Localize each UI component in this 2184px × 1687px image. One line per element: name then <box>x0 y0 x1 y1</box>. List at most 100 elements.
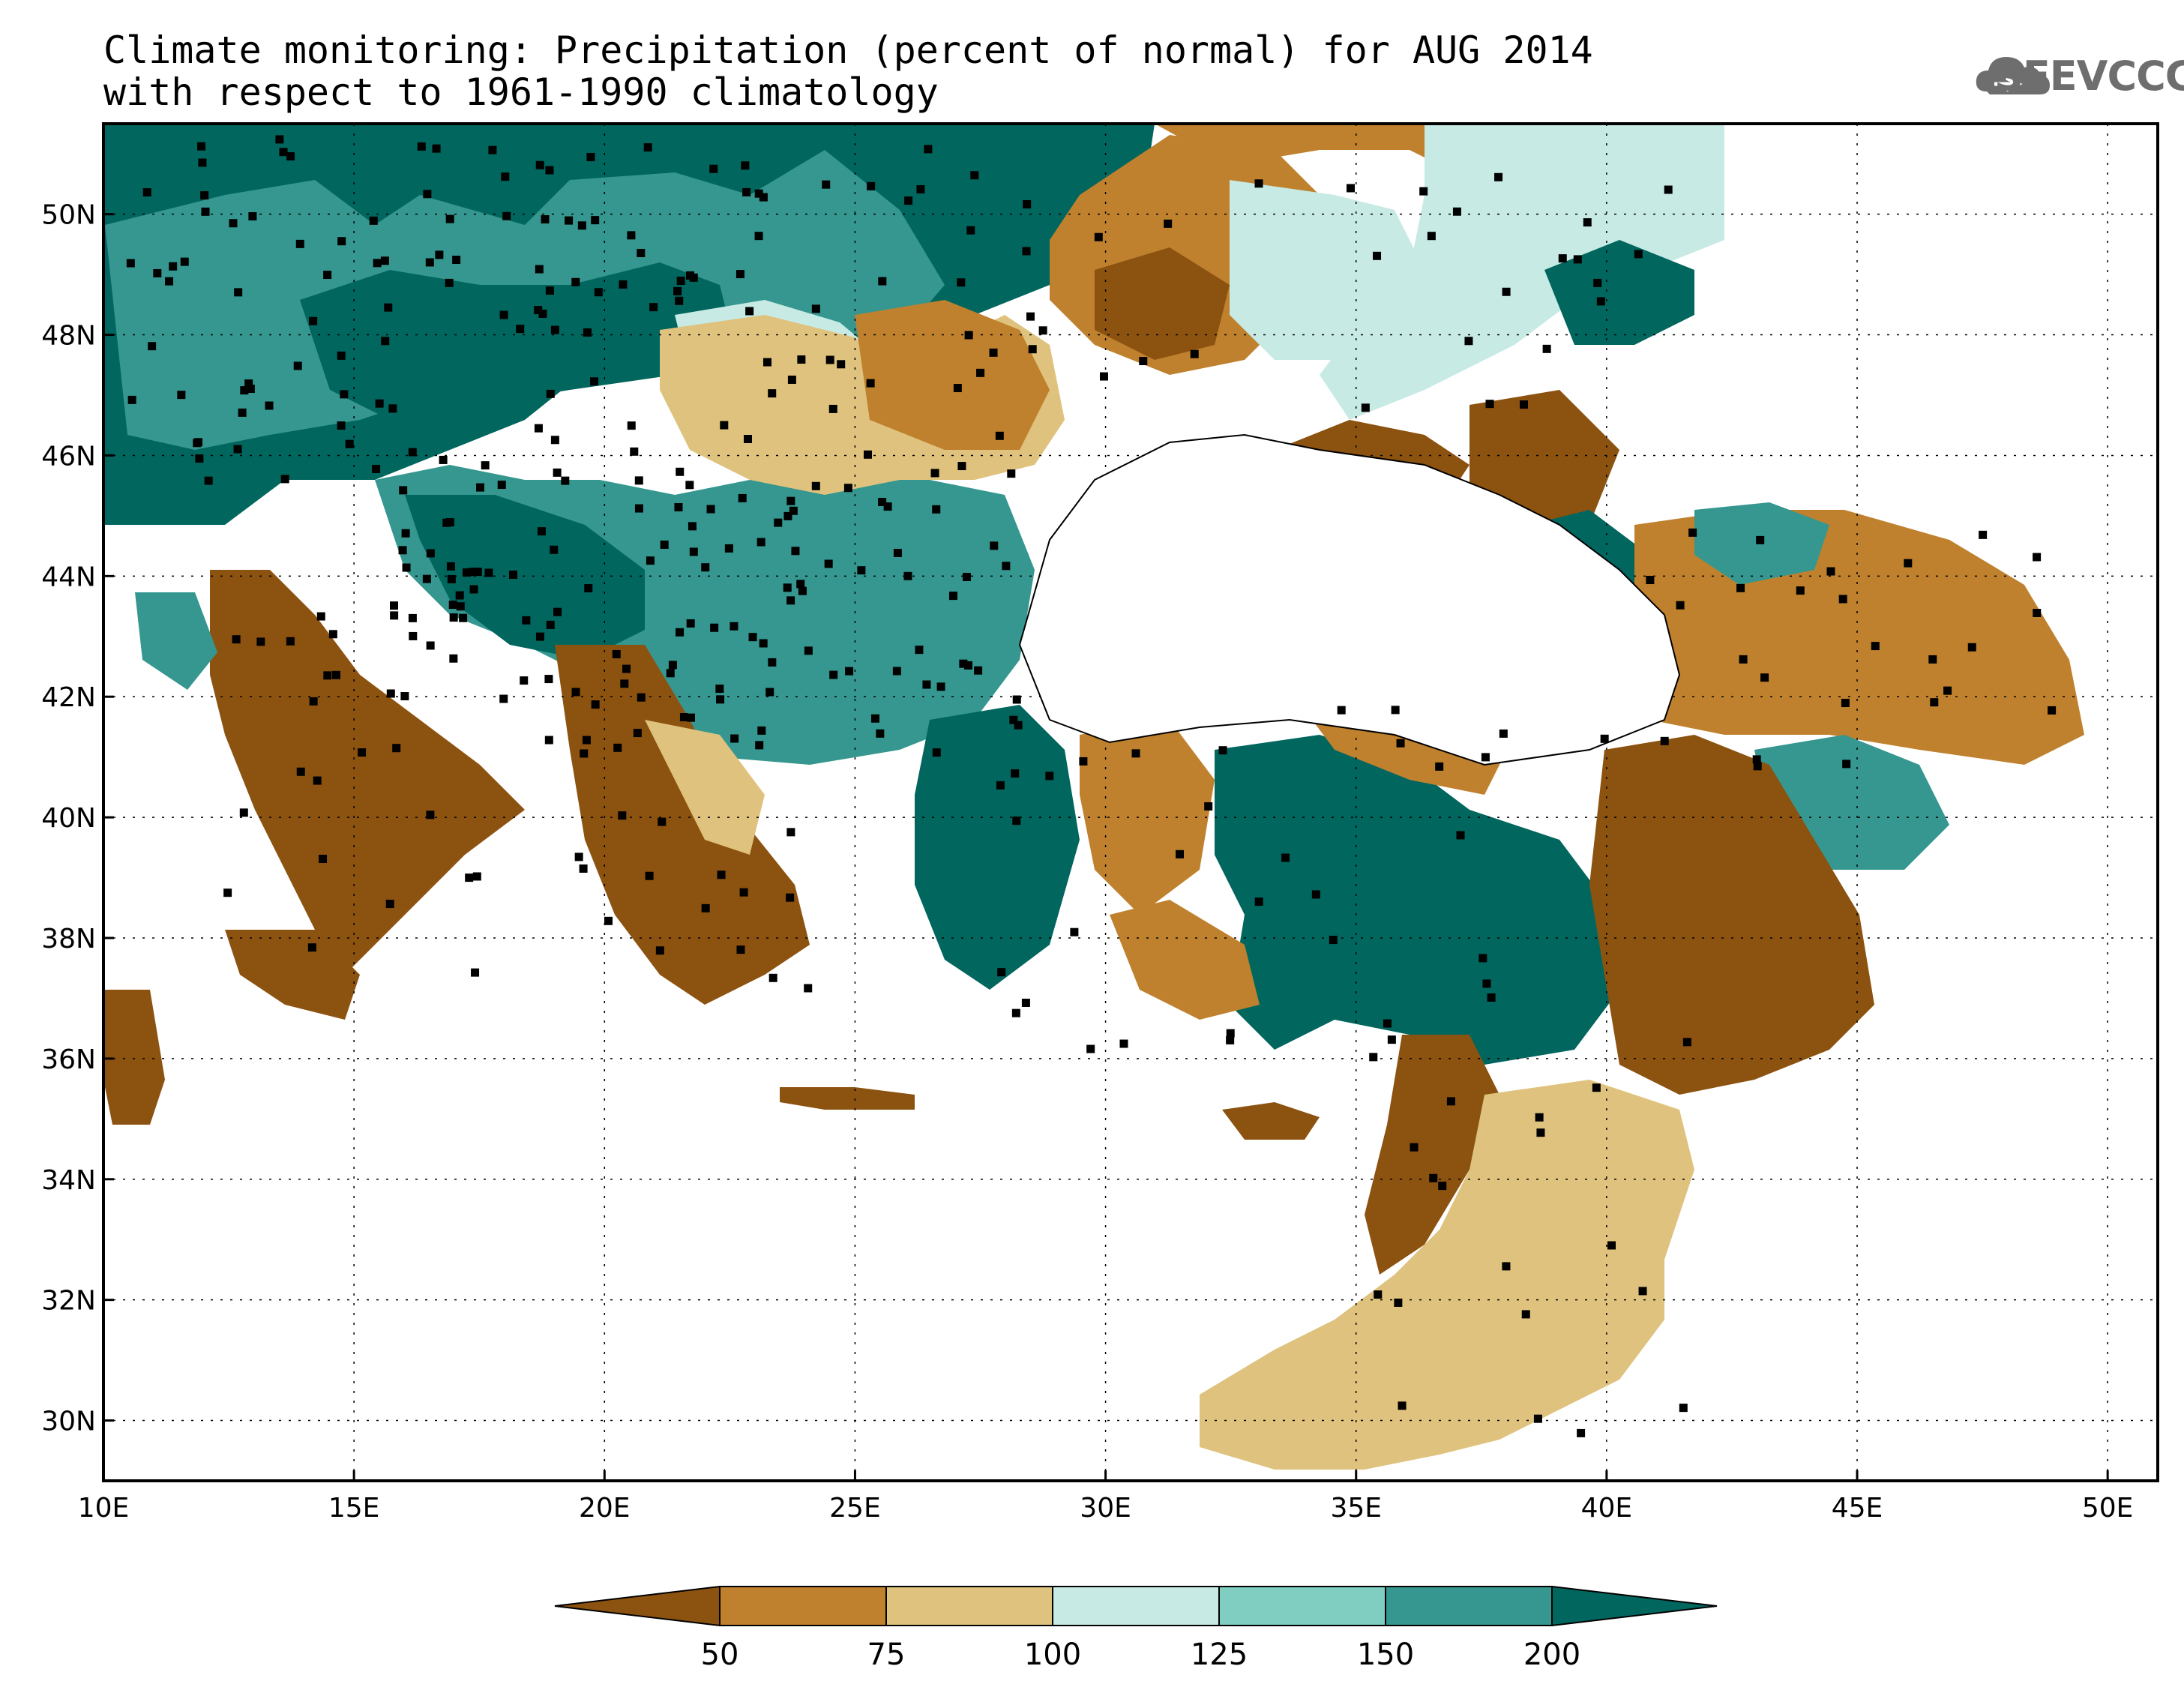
station-marker <box>649 303 658 312</box>
station-marker <box>153 268 162 277</box>
station-marker <box>876 729 885 738</box>
y-tick-label: 30N <box>41 1407 96 1437</box>
station-marker <box>469 585 478 594</box>
station-marker <box>762 358 771 367</box>
station-marker <box>811 304 820 313</box>
station-marker <box>774 518 783 527</box>
station-marker <box>748 633 757 642</box>
colorbar-segment <box>1052 1586 1220 1626</box>
station-marker <box>1204 802 1213 811</box>
station-marker <box>408 448 417 457</box>
region-turkey-west <box>915 705 1080 990</box>
station-marker <box>739 888 748 897</box>
station-marker <box>1028 345 1037 354</box>
x-axis-ticks: 10E 15E 20E 25E 30E 35E 40E 45E 50E <box>78 1470 2133 1524</box>
station-marker <box>786 596 795 605</box>
y-tick-label: 34N <box>41 1165 96 1196</box>
station-marker <box>1396 739 1405 748</box>
station-marker <box>1361 403 1370 412</box>
station-marker <box>604 916 613 925</box>
station-marker <box>1226 1035 1235 1044</box>
station-marker <box>962 573 971 582</box>
station-marker <box>936 682 945 691</box>
station-marker <box>244 379 253 388</box>
station-marker <box>307 943 316 952</box>
station-marker <box>755 741 764 750</box>
station-marker <box>789 506 798 515</box>
station-marker <box>537 527 546 536</box>
station-marker <box>1577 1428 1586 1437</box>
y-tick-label: 36N <box>41 1044 96 1075</box>
station-marker <box>1536 1128 1545 1137</box>
station-marker <box>232 635 241 644</box>
colorbar-segment <box>885 1586 1053 1626</box>
station-marker <box>1979 530 1988 539</box>
station-marker <box>1176 849 1185 858</box>
station-marker <box>417 142 426 151</box>
y-tick-label: 50N <box>41 200 96 231</box>
y-tick-label: 32N <box>41 1286 96 1317</box>
station-marker <box>545 166 554 175</box>
station-marker <box>759 193 768 202</box>
station-marker <box>1660 736 1669 745</box>
station-marker <box>892 667 901 676</box>
station-marker <box>229 219 238 228</box>
region-donbas-wet <box>1544 240 1694 345</box>
station-marker <box>388 404 397 413</box>
y-tick-label: 48N <box>41 321 96 352</box>
station-marker <box>1756 535 1765 544</box>
station-marker <box>286 152 295 161</box>
station-marker <box>223 888 232 897</box>
station-marker <box>1131 749 1140 758</box>
x-tick-label: 25E <box>829 1493 881 1524</box>
station-marker <box>1593 278 1602 287</box>
station-marker <box>400 692 409 701</box>
region-turkey-south-dry <box>1110 900 1260 1020</box>
station-marker <box>280 475 289 484</box>
station-marker <box>1456 831 1465 840</box>
station-marker <box>990 541 999 550</box>
station-marker <box>829 670 838 679</box>
station-marker <box>989 348 998 357</box>
station-marker <box>1254 179 1263 188</box>
station-marker <box>804 646 813 655</box>
station-marker <box>399 486 408 495</box>
station-marker <box>720 421 729 430</box>
chart-title-line-1: Climate monitoring: Precipitation (perce… <box>103 28 1593 72</box>
station-marker <box>1383 1019 1392 1028</box>
station-marker <box>724 544 733 553</box>
station-marker <box>520 676 529 685</box>
station-marker <box>857 566 866 575</box>
station-marker <box>313 776 322 785</box>
station-marker <box>204 476 213 485</box>
station-marker <box>915 646 924 655</box>
station-marker <box>497 481 506 490</box>
station-marker <box>655 946 664 955</box>
station-marker <box>561 476 570 485</box>
station-marker <box>296 767 305 776</box>
region-greece-mid <box>645 720 765 855</box>
station-marker <box>369 216 378 225</box>
station-marker <box>358 748 367 757</box>
station-marker <box>1592 1083 1601 1092</box>
station-marker <box>1002 562 1011 571</box>
station-marker <box>401 529 410 538</box>
station-marker <box>736 945 745 954</box>
station-marker <box>686 713 695 722</box>
station-marker <box>550 545 559 554</box>
region-turkey-east-dry <box>1589 735 1874 1095</box>
station-marker <box>550 436 559 445</box>
station-marker <box>340 390 349 399</box>
station-marker <box>337 351 346 360</box>
station-marker <box>741 161 750 170</box>
colorbar-label: 100 <box>1024 1638 1081 1672</box>
station-marker <box>970 171 979 180</box>
station-marker <box>964 661 973 670</box>
station-marker <box>239 808 248 817</box>
region-hungary-mid <box>300 262 735 420</box>
region-sardinia-dry <box>103 990 165 1125</box>
station-marker <box>590 377 599 386</box>
station-marker <box>1930 698 1939 707</box>
station-marker <box>634 476 643 485</box>
station-marker <box>1967 643 1976 652</box>
